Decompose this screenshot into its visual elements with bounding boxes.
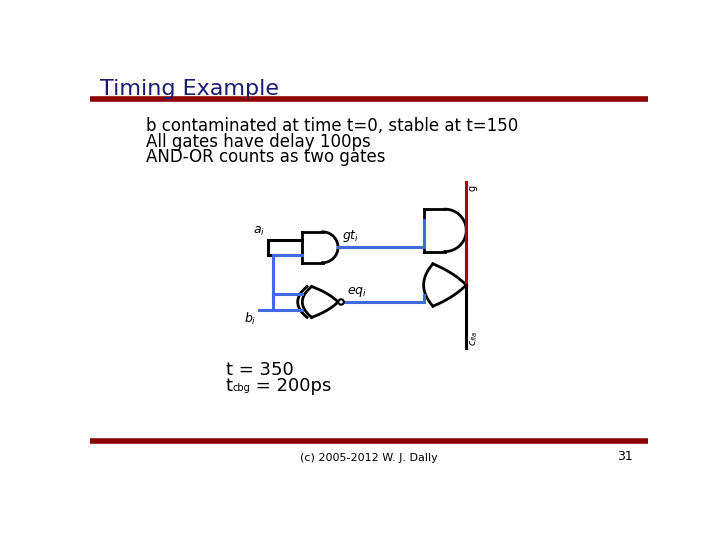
Text: $gt_i$: $gt_i$ <box>342 228 359 244</box>
Text: g: g <box>468 185 478 191</box>
Circle shape <box>338 299 344 305</box>
Text: = 200ps: = 200ps <box>251 377 332 395</box>
Text: All gates have delay 100ps: All gates have delay 100ps <box>145 132 371 151</box>
Text: cbg: cbg <box>233 383 251 393</box>
Text: AND-OR counts as two gates: AND-OR counts as two gates <box>145 148 385 166</box>
Text: $c_{fla}$: $c_{fla}$ <box>468 330 480 346</box>
Text: b contaminated at time t=0, stable at t=150: b contaminated at time t=0, stable at t=… <box>145 117 518 135</box>
Text: t: t <box>225 377 233 395</box>
Text: Timing Example: Timing Example <box>100 79 279 99</box>
Text: $b_i$: $b_i$ <box>243 311 256 327</box>
Text: $eq_i$: $eq_i$ <box>347 285 367 299</box>
Text: (c) 2005-2012 W. J. Dally: (c) 2005-2012 W. J. Dally <box>300 453 438 463</box>
Text: 31: 31 <box>617 450 632 463</box>
Text: t = 350: t = 350 <box>225 361 293 379</box>
Text: $a_i$: $a_i$ <box>253 225 265 238</box>
